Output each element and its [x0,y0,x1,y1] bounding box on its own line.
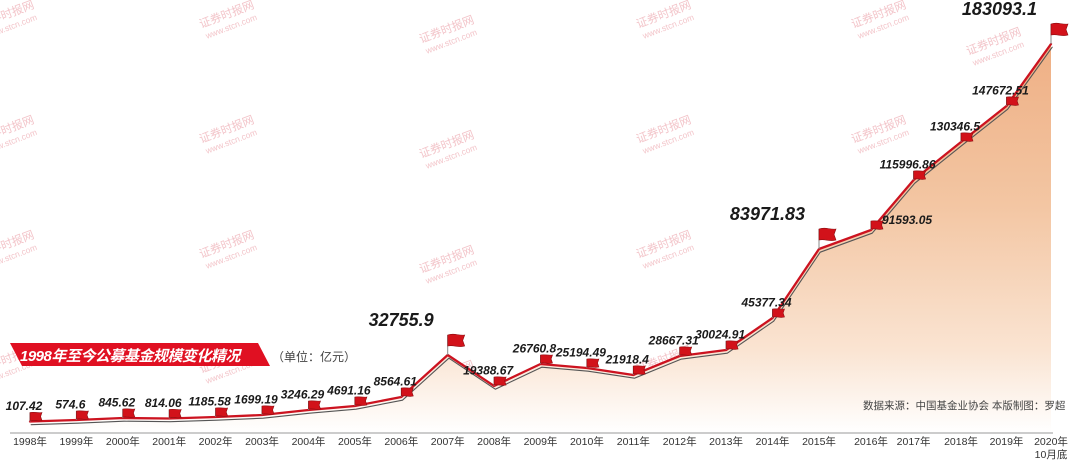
svg-text:数据来源：中国基金业协会 本版制图：罗超: 数据来源：中国基金业协会 本版制图：罗超 [863,399,1066,412]
svg-text:1185.58: 1185.58 [188,395,231,409]
svg-text:2002年: 2002年 [199,435,233,448]
svg-text:21918.4: 21918.4 [605,353,650,367]
svg-text:2020年: 2020年 [1034,435,1068,448]
svg-text:25194.49: 25194.49 [555,346,606,360]
svg-text:1699.19: 1699.19 [234,393,278,407]
svg-text:8564.61: 8564.61 [374,375,418,389]
svg-text:2016年: 2016年 [854,435,888,448]
svg-text:814.06: 814.06 [145,396,182,410]
svg-text:30024.91: 30024.91 [695,328,745,342]
svg-text:83971.83: 83971.83 [730,204,805,224]
svg-text:130346.5: 130346.5 [930,120,980,134]
svg-text:2013年: 2013年 [709,435,743,448]
svg-text:2017年: 2017年 [897,435,931,448]
svg-text:183093.1: 183093.1 [962,0,1037,19]
svg-text:107.42: 107.42 [6,399,43,413]
svg-text:2006年: 2006年 [384,435,418,448]
svg-text:147672.51: 147672.51 [972,84,1029,98]
svg-text:4691.16: 4691.16 [326,384,371,398]
svg-text:26760.8: 26760.8 [512,342,557,356]
svg-text:91593.05: 91593.05 [882,213,932,227]
svg-text:2018年: 2018年 [944,435,978,448]
svg-text:2012年: 2012年 [663,435,697,448]
svg-text:2008年: 2008年 [477,435,511,448]
svg-text:19388.67: 19388.67 [463,364,514,378]
svg-text:845.62: 845.62 [98,396,135,410]
svg-text:2004年: 2004年 [292,435,326,448]
svg-text:2007年: 2007年 [431,435,465,448]
svg-text:10月底: 10月底 [1035,448,1068,461]
svg-text:2003年: 2003年 [245,435,279,448]
svg-text:28667.31: 28667.31 [648,334,699,348]
svg-text:45377.34: 45377.34 [740,296,791,310]
svg-text:1998年: 1998年 [13,435,47,448]
svg-text:574.6: 574.6 [55,398,85,412]
svg-text:2015年: 2015年 [802,435,836,448]
svg-text:2010年: 2010年 [570,435,604,448]
svg-text:2014年: 2014年 [756,435,790,448]
svg-text:2005年: 2005年 [338,435,372,448]
svg-text:115996.86: 115996.86 [880,158,936,172]
svg-text:2009年: 2009年 [524,435,558,448]
svg-text:32755.9: 32755.9 [369,310,434,330]
svg-text:3246.29: 3246.29 [281,388,325,402]
svg-text:1999年: 1999年 [59,435,93,448]
svg-text:2019年: 2019年 [990,435,1024,448]
svg-text:2011年: 2011年 [617,435,650,448]
svg-text:2000年: 2000年 [106,435,140,448]
svg-text:2001年: 2001年 [152,435,186,448]
